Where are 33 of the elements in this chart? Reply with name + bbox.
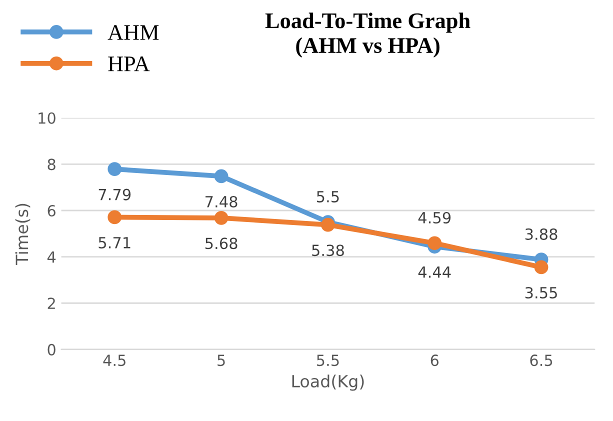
data-label: 5.71 [98,237,130,248]
x-axis-title: Load(Kg) [292,374,364,391]
y-tick-label: 6 [48,204,56,217]
legend-label: AHM [108,25,159,40]
x-tick-label: 5.5 [316,354,339,366]
y-tick-label: 2 [48,298,55,309]
point [534,260,548,274]
data-label: 4.59 [418,212,451,224]
data-label: 3.88 [525,228,558,240]
x-tick-label: 4.5 [103,354,126,366]
data-label: 5.38 [312,244,344,256]
legend-label: HPA [108,56,150,72]
y-tick-label: 4 [47,251,56,263]
data-label: 5.5 [316,191,339,202]
x-tick-label: 5 [218,354,225,366]
point [108,210,122,224]
y-axis-title: Time(s) [15,204,30,265]
x-tick-label: 6 [430,354,439,366]
x-tick-label: 6.5 [530,354,552,366]
point [321,218,335,232]
chart-title: Load-To-Time Graph (AHM vs HPA) [265,12,470,58]
data-label: 4.44 [418,266,451,278]
data-label: 7.79 [98,188,131,200]
point [428,236,442,250]
point [214,169,228,184]
y-tick-label: 8 [48,158,56,170]
data-label: 5.68 [205,238,238,250]
data-label: 7.48 [206,196,238,208]
y-tick-label: 0 [48,344,56,356]
point [108,162,122,176]
point [214,210,228,225]
y-tick-label: 10 [38,112,56,124]
data-label: 3.55 [525,286,557,298]
